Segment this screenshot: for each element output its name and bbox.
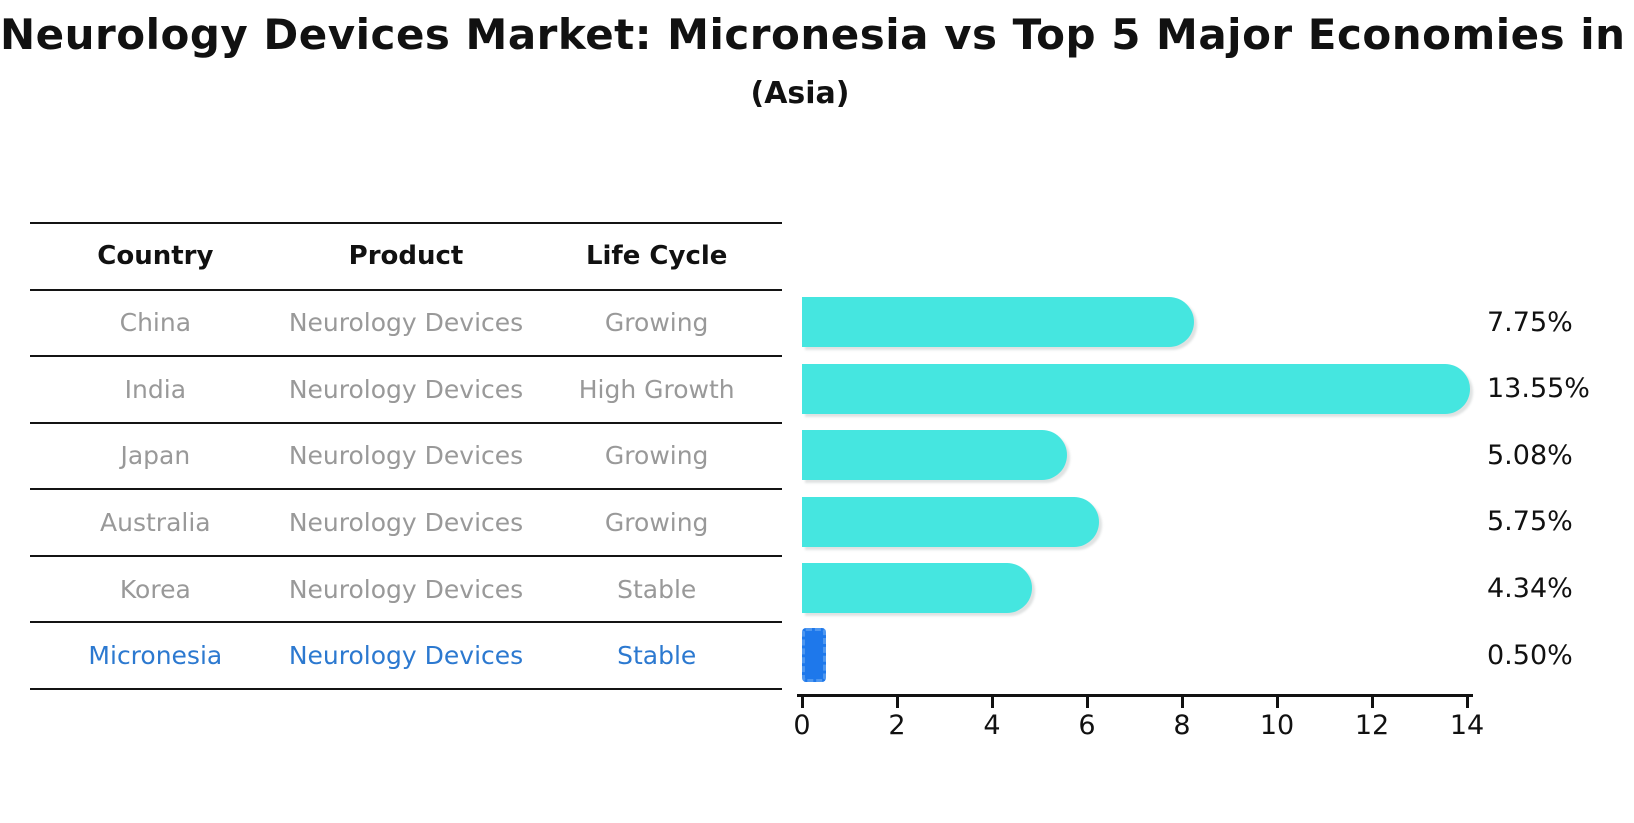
table-header-cell: Life Cycle — [585, 241, 728, 272]
bar — [802, 563, 1033, 614]
value-label: 5.08% — [1487, 439, 1573, 471]
table-row: Japan Neurology Devices Growing — [30, 421, 782, 489]
table-cell-country: Australia — [100, 507, 211, 537]
table-cell-product: Neurology Devices — [288, 507, 524, 537]
x-tick-label: 8 — [1173, 710, 1191, 741]
table-row: Micronesia Neurology Devices Stable — [30, 621, 782, 688]
table-cell-product: Neurology Devices — [288, 374, 524, 404]
x-tick-mark — [1371, 697, 1374, 708]
table-header-row: Country Product Life Cycle — [30, 222, 782, 289]
bar-row — [802, 622, 1470, 689]
x-tick-label: 10 — [1259, 710, 1295, 741]
table-row: India Neurology Devices High Growth — [30, 355, 782, 422]
bar — [802, 496, 1100, 547]
x-tick-label: 4 — [983, 710, 1001, 741]
x-tick-mark — [1276, 697, 1279, 708]
bar-row — [802, 289, 1470, 356]
table-cell-country: Micronesia — [88, 641, 223, 671]
table-cell-country: India — [124, 374, 187, 404]
x-tick-label: 0 — [793, 710, 811, 741]
table-cell-life-cycle: High Growth — [578, 374, 735, 404]
x-tick-mark — [896, 697, 899, 708]
table-row: Australia Neurology Devices Growing — [30, 488, 782, 555]
x-tick-label: 6 — [1078, 710, 1096, 741]
highlight-bar — [802, 628, 826, 682]
country-table: Country Product Life Cycle China Neurology … — [30, 222, 782, 690]
x-tick-mark — [1086, 697, 1089, 708]
x-tick-label: 2 — [888, 710, 906, 741]
table-header-cell: Product — [348, 241, 464, 272]
table-cell-product: Neurology Devices — [288, 574, 524, 604]
table-cell-country: Korea — [119, 574, 191, 604]
table-cell-country: Japan — [120, 441, 191, 471]
table-cell-product: Neurology Devices — [288, 308, 524, 338]
table-row: Korea Neurology Devices Stable — [30, 554, 782, 622]
table-rows: China Neurology Devices Growing India Neurol… — [30, 288, 782, 688]
x-tick-mark — [801, 697, 804, 708]
bar-row — [802, 555, 1470, 622]
x-tick-label: 14 — [1449, 710, 1485, 741]
table-cell-product: Neurology Devices — [288, 641, 524, 671]
table-cell-life-cycle: Growing — [604, 441, 709, 471]
x-tick-mark — [1466, 697, 1469, 708]
value-label: 0.50% — [1487, 639, 1573, 671]
bar-row — [802, 422, 1470, 489]
table-cell-life-cycle: Stable — [617, 641, 697, 671]
table-cell-product: Neurology Devices — [288, 441, 524, 471]
bar — [802, 430, 1068, 481]
x-tick-mark — [1181, 697, 1184, 708]
table-cell-country: China — [119, 308, 192, 338]
table-cell-life-cycle: Growing — [604, 308, 709, 338]
value-label: 5.75% — [1487, 506, 1573, 538]
value-labels: 7.75% 13.55% 5.08% 5.75% 4.34% 0.50% — [1487, 289, 1590, 688]
bar — [802, 363, 1470, 414]
bar-row — [802, 489, 1470, 556]
value-label: 13.55% — [1487, 373, 1590, 405]
x-axis — [797, 694, 1473, 697]
bar — [802, 297, 1195, 348]
chart-title: Neurology Devices Market: Micronesia vs … — [0, 10, 1634, 59]
value-label: 4.34% — [1487, 572, 1573, 604]
chart-area — [802, 289, 1470, 688]
x-tick-mark — [991, 697, 994, 708]
table-cell-life-cycle: Growing — [604, 507, 709, 537]
bar-row — [802, 356, 1470, 423]
table-cell-life-cycle: Stable — [617, 574, 697, 604]
x-tick-label: 12 — [1354, 710, 1390, 741]
value-label: 7.75% — [1487, 306, 1573, 338]
chart-subtitle: (Asia) — [750, 76, 850, 111]
table-header-cell: Country — [97, 241, 214, 272]
table-row: China Neurology Devices Growing — [30, 288, 782, 356]
